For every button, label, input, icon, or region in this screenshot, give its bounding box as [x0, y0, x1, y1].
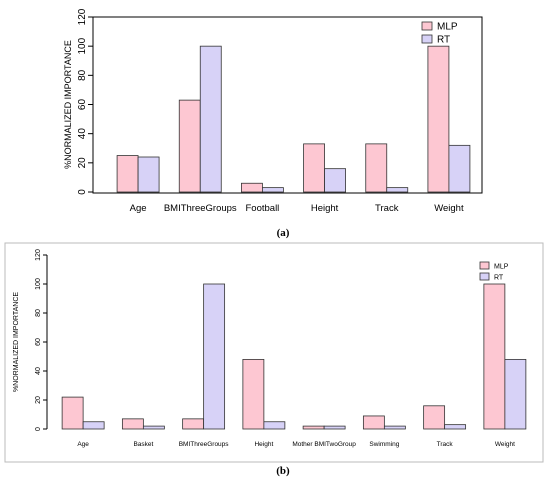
- chart-a-category-label: Track: [375, 203, 399, 214]
- chart-b-bar-mlp: [61, 396, 84, 430]
- chart-a-bar-mlp: [116, 155, 139, 193]
- chart-b-bar-mlp: [242, 358, 265, 430]
- chart-a-legend-swatch: [421, 21, 433, 31]
- chart-b-bar-rt: [82, 421, 105, 430]
- chart-b-y-tick-label: 20: [35, 396, 42, 404]
- panel-b-label: (b): [276, 465, 290, 477]
- chart-a-y-tick-label: 80: [77, 69, 88, 81]
- chart-b-bar-mlp: [362, 415, 385, 430]
- chart-a-category-label: Weight: [434, 203, 464, 214]
- chart-b-category-label: Weight: [495, 441, 515, 448]
- chart-a-bar-mlp: [241, 182, 263, 193]
- chart-a-legend-label: RT: [437, 35, 450, 46]
- chart-a-bar-mlp: [178, 99, 201, 193]
- chart-a-y-tick-label: 40: [77, 128, 88, 140]
- chart-a-legend-swatch: [421, 34, 433, 44]
- chart-b-y-tick-label: 120: [35, 249, 42, 261]
- chart-b-y-tick-label: 80: [35, 309, 42, 317]
- chart-b-bar-mlp: [121, 418, 144, 430]
- chart-b-legend-swatch: [479, 272, 490, 281]
- chart-a-bar-rt: [386, 187, 409, 193]
- chart-b-category-label: Mother BMITwoGroup: [292, 441, 356, 448]
- chart-b-category-label: Basket: [133, 441, 153, 448]
- chart-a-category-label: Age: [130, 203, 147, 214]
- chart-b-bar-rt: [504, 358, 527, 430]
- chart-b-bar-rt: [383, 425, 406, 430]
- chart-b-bar-rt: [142, 425, 165, 430]
- chart-b-y-tick-label: 60: [35, 338, 42, 346]
- chart-a-bar-rt: [137, 156, 160, 193]
- chart-b-y-tick-label: 40: [35, 367, 42, 375]
- chart-a-bar-rt: [262, 187, 284, 193]
- chart-b-y-tick-label: 100: [35, 278, 42, 290]
- chart-a-bar-rt: [199, 45, 222, 193]
- chart-b-category-label: BMIThreeGroups: [179, 441, 230, 448]
- chart-b-category-label: Height: [254, 441, 273, 448]
- chart-b-bar-mlp: [483, 283, 506, 430]
- chart-a: 0 20 40 60 80 100 120 %NORMALIZED IMPORTANCE Age…: [63, 8, 483, 214]
- chart-b-bar-mlp: [182, 418, 205, 430]
- chart-b-bar-rt: [263, 421, 286, 430]
- chart-a-bar-rt: [448, 144, 471, 193]
- panel-a-label: (a): [277, 227, 290, 239]
- chart-b-legend-swatch: [479, 261, 490, 270]
- chart-a-y-tick-label: 0: [77, 189, 88, 195]
- chart-a-category-label: BMIThreeGroups: [164, 203, 237, 214]
- chart-a-category-label: Football: [246, 203, 280, 214]
- chart-a-y-tick-label: 20: [77, 157, 88, 169]
- chart-b-bar-rt: [203, 283, 226, 430]
- chart-a-legend-label: MLP: [437, 22, 458, 33]
- chart-b: 0 20 40 60 80 100 120 %NORMALIZED IMPORTANCE Age…: [13, 249, 527, 448]
- chart-b-bar-mlp: [302, 425, 325, 430]
- chart-b-bar-rt: [323, 425, 346, 430]
- chart-b-bar-rt: [444, 424, 467, 430]
- chart-b-bar-mlp: [423, 405, 446, 430]
- chart-a-y-tick-label: 100: [77, 37, 88, 54]
- chart-a-category-label: Height: [311, 203, 339, 214]
- chart-a-bar-rt: [324, 168, 346, 193]
- chart-b-y-tick-label: 0: [35, 427, 42, 431]
- chart-b-category-label: Swimming: [369, 441, 399, 448]
- chart-a-y-tick-label: 60: [77, 99, 88, 111]
- chart-a-bar-mlp: [303, 143, 325, 193]
- chart-b-category-label: Age: [77, 441, 89, 448]
- chart-a-y-axis-title: %NORMALIZED IMPORTANCE: [63, 40, 73, 169]
- chart-b-legend-label: RT: [494, 275, 504, 282]
- chart-a-bar-mlp: [365, 143, 388, 193]
- chart-b-category-label: Track: [437, 441, 454, 448]
- chart-b-legend-label: MLP: [494, 264, 509, 271]
- panel-b-frame: [4, 242, 544, 463]
- chart-a-y-tick-label: 120: [77, 8, 88, 25]
- chart-a-bar-mlp: [427, 45, 450, 193]
- chart-b-y-axis-title: %NORMALIZED IMPORTANCE: [13, 292, 20, 392]
